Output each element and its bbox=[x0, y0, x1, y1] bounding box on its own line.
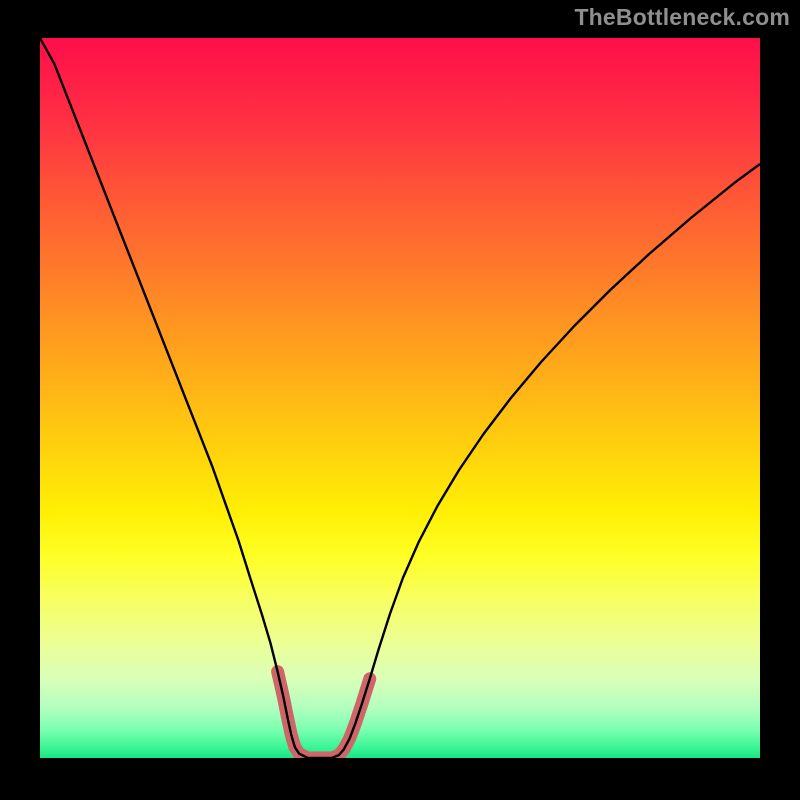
chart-svg bbox=[40, 38, 760, 758]
gradient-background bbox=[40, 38, 760, 758]
chart-frame: TheBottleneck.com bbox=[0, 0, 800, 800]
plot-area bbox=[40, 38, 760, 758]
watermark-text: TheBottleneck.com bbox=[574, 4, 790, 31]
